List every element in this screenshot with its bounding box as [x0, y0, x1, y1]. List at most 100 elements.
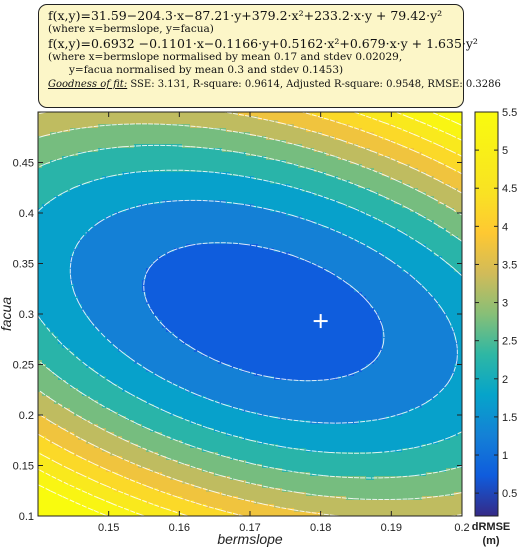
contour-cell	[110, 460, 115, 465]
contour-cell	[130, 316, 135, 321]
contour-cell	[206, 356, 211, 361]
contour-cell	[190, 280, 195, 285]
contour-cell	[74, 212, 79, 217]
contour-cell	[226, 428, 231, 433]
contour-cell	[210, 324, 215, 329]
contour-cell	[182, 320, 187, 325]
contour-cell	[198, 236, 203, 241]
contour-cell	[82, 352, 87, 357]
contour-cell	[38, 372, 43, 377]
contour-cell	[58, 492, 63, 497]
contour-cell	[230, 120, 235, 125]
contour-cell	[134, 452, 139, 457]
contour-cell	[198, 460, 203, 465]
contour-cell	[206, 276, 211, 281]
contour-cell	[194, 312, 199, 317]
contour-cell	[38, 440, 43, 445]
contour-cell	[38, 272, 43, 277]
contour-cell	[170, 484, 175, 489]
contour-cell	[182, 368, 187, 373]
contour-cell	[78, 484, 83, 489]
contour-cell	[178, 164, 183, 169]
contour-cell	[214, 396, 219, 401]
contour-cell	[118, 320, 123, 325]
contour-cell	[178, 276, 183, 281]
contour-cell	[70, 456, 75, 461]
contour-cell	[186, 156, 191, 161]
contour-cell	[94, 420, 99, 425]
contour-cell	[98, 392, 103, 397]
contour-cell	[178, 296, 183, 301]
contour-cell	[218, 244, 223, 249]
contour-cell	[210, 320, 215, 325]
contour-cell	[114, 324, 119, 329]
contour-cell	[86, 492, 91, 497]
contour-cell	[82, 412, 87, 417]
contour-cell	[106, 308, 111, 313]
contour-cell	[66, 336, 71, 341]
contour-cell	[54, 136, 59, 141]
contour-cell	[142, 480, 147, 485]
contour-cell	[226, 120, 231, 125]
contour-cell	[50, 172, 55, 177]
contour-cell	[54, 308, 59, 313]
contour-cell	[102, 180, 107, 185]
contour-cell	[222, 372, 227, 377]
contour-cell	[42, 476, 47, 481]
contour-cell	[166, 488, 171, 493]
contour-cell	[154, 448, 159, 453]
contour-cell	[70, 472, 75, 477]
contour-cell	[78, 320, 83, 325]
contour-cell	[122, 248, 127, 253]
contour-cell	[194, 508, 199, 513]
contour-cell	[146, 220, 151, 225]
contour-cell	[178, 300, 183, 305]
contour-cell	[62, 448, 67, 453]
contour-cell	[170, 304, 175, 309]
contour-cell	[146, 252, 151, 257]
contour-cell	[150, 492, 155, 497]
contour-cell	[130, 264, 135, 269]
contour-cell	[114, 416, 119, 421]
contour-cell	[158, 172, 163, 177]
contour-cell	[206, 232, 211, 237]
contour-cell	[234, 124, 239, 129]
contour-cell	[110, 228, 115, 233]
contour-cell	[74, 216, 79, 221]
contour-cell	[90, 336, 95, 341]
contour-cell	[170, 448, 175, 453]
contour-cell	[94, 280, 99, 285]
contour-cell	[118, 452, 123, 457]
contour-cell	[194, 492, 199, 497]
contour-cell	[170, 264, 175, 269]
contour-cell	[170, 424, 175, 429]
contour-cell	[170, 140, 175, 145]
contour-cell	[106, 316, 111, 321]
contour-cell	[190, 400, 195, 405]
contour-cell	[106, 508, 111, 513]
contour-cell	[226, 124, 231, 129]
contour-cell	[222, 264, 227, 269]
contour-cell	[234, 188, 239, 193]
contour-cell	[50, 484, 55, 489]
contour-cell	[234, 204, 239, 209]
contour-cell	[130, 480, 135, 485]
contour-cell	[46, 284, 51, 289]
contour-cell	[158, 476, 163, 481]
contour-cell	[174, 416, 179, 421]
contour-cell	[38, 120, 43, 125]
contour-cell	[214, 408, 219, 413]
contour-cell	[166, 136, 171, 141]
contour-cell	[202, 304, 207, 309]
contour-cell	[182, 480, 187, 485]
contour-cell	[74, 248, 79, 253]
contour-cell	[174, 408, 179, 413]
contour-cell	[98, 316, 103, 321]
contour-cell	[138, 196, 143, 201]
contour-cell	[162, 512, 167, 516]
contour-cell	[62, 140, 67, 145]
contour-cell	[166, 120, 171, 125]
contour-cell	[102, 304, 107, 309]
contour-cell	[122, 284, 127, 289]
contour-cell	[46, 280, 51, 285]
